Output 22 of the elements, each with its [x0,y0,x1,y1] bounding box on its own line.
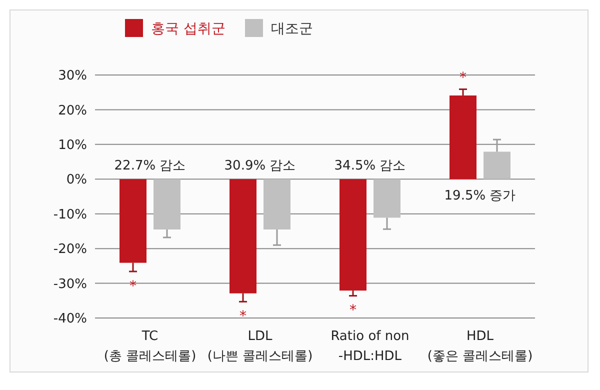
annotation: * [350,302,356,319]
y-tick-label: 10% [58,138,87,153]
x-tick-label: TC (총 콜레스테롤) [104,329,196,364]
y-tick-label: -20% [53,242,87,258]
x-tick-label: Ratio of non -HDL:HDL [330,329,410,364]
y-tick-label: 0% [66,172,87,188]
legend-label: 대조군 [271,20,313,37]
legend-label: 홍국 섭취군 [151,20,226,37]
annotation: 19.5% 증가 [444,188,516,204]
x-tick-label: HDL (좋은 콜레스테롤) [427,329,533,364]
annotation: 34.5% 감소 [334,158,406,174]
annotation: 30.9% 감소 [224,158,296,174]
y-tick-label: 30% [58,68,87,84]
y-tick-label: -10% [53,207,87,222]
y-tick-label: -40% [53,312,87,327]
annotation: * [130,278,136,294]
annotation: * [460,70,466,86]
annotation: * [240,308,246,325]
annotation: 22.7% 감소 [114,158,186,174]
x-tick-label: LDL (나쁜 콜레스테롤) [207,329,313,364]
y-tick-label: 20% [58,103,87,118]
y-tick-label: -30% [53,276,87,292]
